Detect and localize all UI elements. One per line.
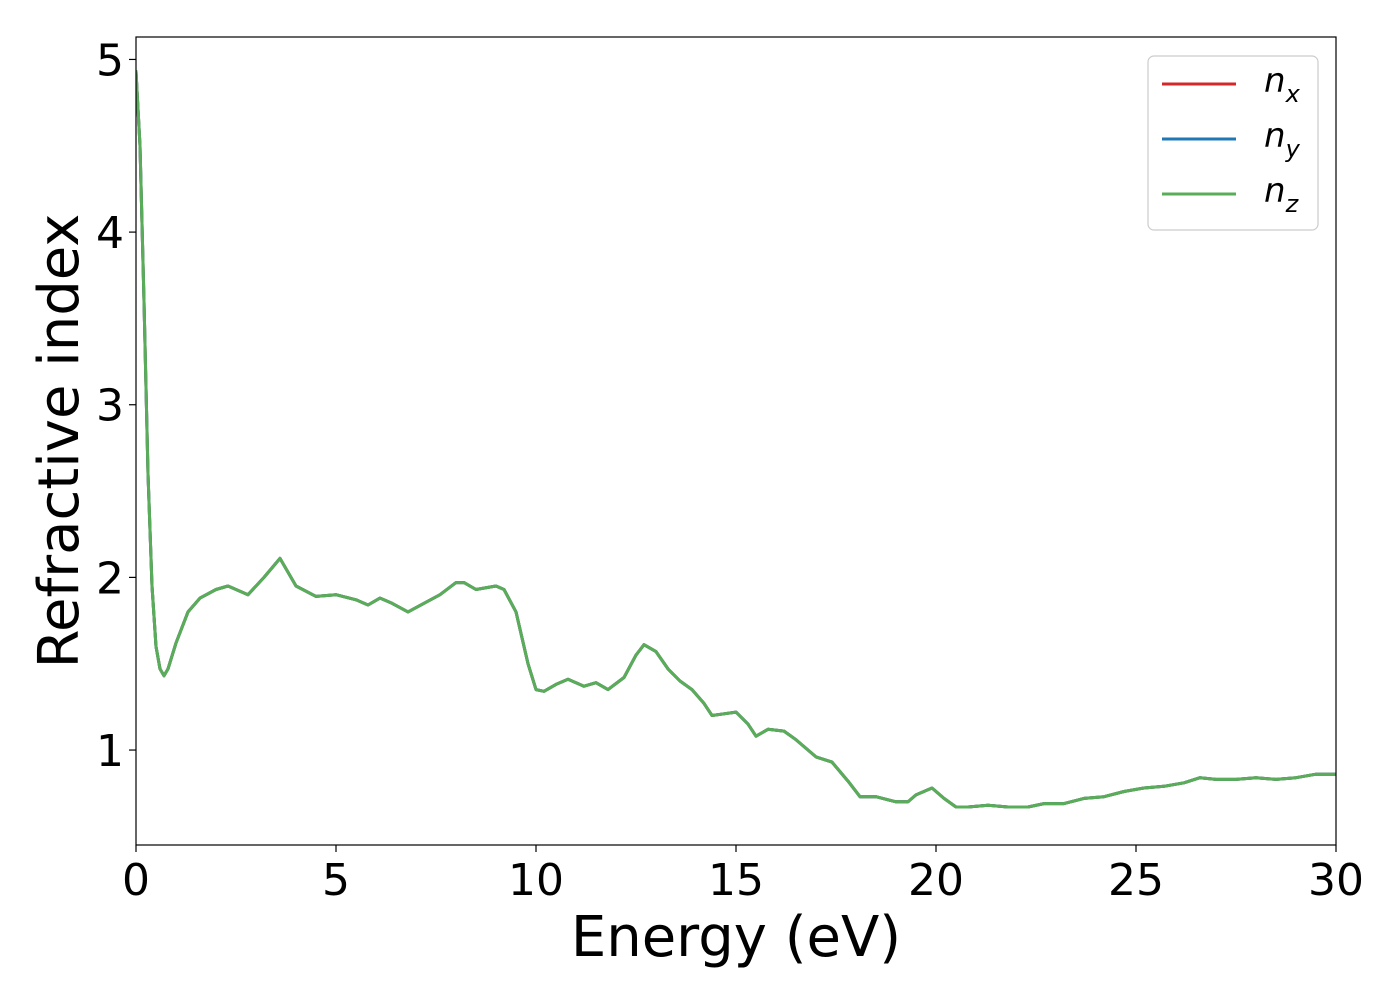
- legend-label-main: n: [1264, 171, 1286, 211]
- x-tick-label: 15: [708, 855, 764, 906]
- x-tick-label: 25: [1108, 855, 1164, 906]
- legend-label-z: nz: [1264, 171, 1300, 218]
- y-axis-label: Refractive index: [27, 214, 92, 669]
- legend-box: [1147, 55, 1319, 231]
- legend-label-subscript: x: [1285, 80, 1301, 108]
- legend-label-y: ny: [1264, 116, 1301, 163]
- legend-label-main: n: [1264, 116, 1286, 156]
- y-axis-ticks: 1 2 3 4 5: [96, 35, 136, 777]
- legend-label-main: n: [1264, 61, 1286, 101]
- x-axis-ticks: 0 5 10 15 20 25 30: [122, 845, 1364, 906]
- series-line-z: [136, 70, 1336, 809]
- y-tick-label: 1: [96, 726, 124, 777]
- legend-label-subscript: z: [1285, 190, 1300, 218]
- x-axis-label: Energy (eV): [571, 905, 901, 970]
- legend-label-x: nx: [1264, 61, 1301, 108]
- x-tick-label: 0: [122, 855, 150, 906]
- x-tick-label: 30: [1308, 855, 1364, 906]
- x-tick-label: 10: [508, 855, 564, 906]
- y-tick-label: 3: [96, 381, 124, 432]
- legend-label-subscript: y: [1285, 135, 1301, 163]
- x-tick-label: 5: [322, 855, 350, 906]
- x-tick-label: 20: [908, 855, 964, 906]
- y-tick-label: 5: [96, 35, 124, 86]
- y-tick-label: 2: [96, 553, 124, 604]
- y-tick-label: 4: [96, 208, 124, 259]
